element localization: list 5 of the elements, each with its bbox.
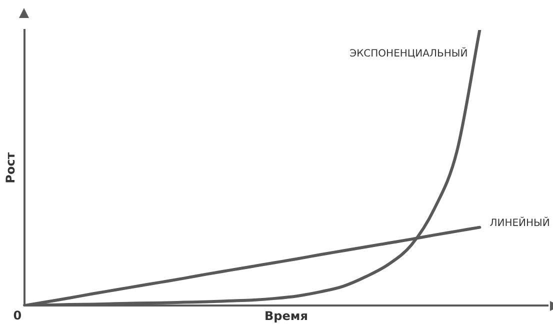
series-label: ЛИНЕЙНЫЙ xyxy=(490,216,550,229)
text: 0 xyxy=(13,308,22,323)
y-axis-title: Рост xyxy=(3,152,18,184)
x-axis-title: Время xyxy=(264,308,308,323)
series-label: ЭКСПОНЕНЦИАЛЬНЫЙ xyxy=(350,46,468,60)
